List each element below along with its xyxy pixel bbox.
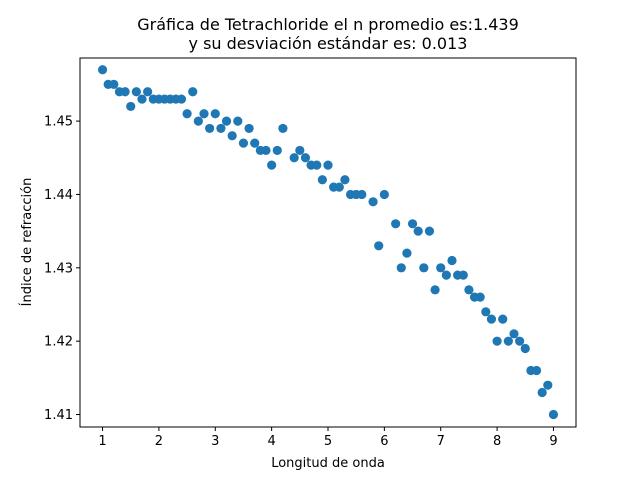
data-point-75: [531, 365, 542, 376]
plot-area: [97, 65, 559, 420]
x-tick-label: 2: [155, 434, 163, 449]
data-point-27: [244, 123, 254, 134]
data-point-47: [368, 197, 378, 207]
data-point-8: [137, 94, 147, 104]
data-point-57: [430, 285, 440, 295]
x-tick-label: 6: [380, 434, 388, 449]
data-point-7: [131, 87, 141, 97]
data-point-59: [441, 270, 451, 280]
data-point-66: [481, 307, 491, 317]
data-point-22: [216, 123, 226, 134]
data-point-9: [143, 87, 153, 97]
y-tick-label: 1.44: [44, 188, 73, 203]
data-point-72: [515, 336, 525, 346]
data-point-51: [396, 263, 406, 273]
data-point-20: [205, 123, 215, 134]
data-point-35: [295, 145, 305, 156]
data-point-3: [109, 79, 119, 90]
x-tick-label: 5: [324, 434, 332, 449]
data-point-56: [424, 226, 435, 236]
data-point-23: [221, 116, 232, 126]
data-point-46: [357, 189, 367, 200]
data-point-36: [300, 153, 311, 163]
data-point-55: [419, 263, 429, 273]
data-point-65: [475, 292, 485, 302]
data-point-62: [458, 270, 468, 280]
data-point-21: [210, 109, 220, 119]
data-point-40: [323, 160, 333, 170]
y-tick-label: 1.43: [44, 261, 73, 276]
data-point-50: [391, 219, 401, 229]
data-point-32: [272, 145, 282, 156]
data-point-17: [188, 87, 198, 97]
data-point-58: [436, 263, 446, 273]
data-point-52: [402, 248, 412, 258]
y-tick-label: 1.41: [44, 408, 73, 423]
y-axis-label: Índice de refracción: [19, 178, 35, 307]
data-point-69: [498, 314, 508, 324]
data-point-48: [374, 241, 384, 251]
data-point-63: [464, 285, 474, 295]
chart-title-line-1: Gráfica de Tetrachloride el n promedio e…: [137, 15, 519, 34]
data-point-53: [407, 219, 418, 229]
data-point-18: [193, 116, 203, 126]
data-point-1: [97, 65, 108, 75]
data-point-68: [492, 336, 502, 346]
data-point-39: [317, 175, 327, 185]
x-tick-label: 8: [493, 434, 501, 449]
data-point-67: [486, 314, 497, 324]
x-tick-label: 3: [211, 434, 219, 449]
data-point-38: [312, 160, 322, 170]
data-point-16: [182, 109, 192, 119]
y-tick-label: 1.42: [44, 335, 73, 350]
data-point-76: [537, 387, 547, 398]
data-point-54: [413, 226, 423, 236]
data-point-77: [543, 380, 553, 390]
data-point-73: [520, 343, 530, 354]
data-point-34: [289, 153, 299, 163]
x-tick-label: 1: [98, 434, 106, 449]
data-point-42: [334, 182, 344, 192]
y-axis: 1.41 1.42 1.43 1.44 1.45: [44, 115, 80, 423]
data-point-33: [278, 123, 288, 134]
data-point-19: [199, 109, 209, 119]
data-point-6: [126, 101, 136, 112]
data-point-28: [250, 138, 260, 148]
data-point-49: [379, 189, 389, 200]
data-point-31: [267, 160, 277, 170]
data-point-78: [548, 409, 559, 420]
x-axis-label: Longitud de onda: [271, 456, 385, 471]
data-point-25: [233, 116, 243, 126]
x-tick-label: 7: [437, 434, 445, 449]
x-tick-label: 4: [267, 434, 275, 449]
data-point-15: [176, 94, 187, 104]
x-tick-label: 9: [549, 434, 557, 449]
y-tick-label: 1.45: [44, 115, 73, 130]
data-point-24: [227, 131, 237, 141]
data-point-70: [503, 336, 513, 346]
data-point-43: [340, 175, 350, 185]
x-axis: 1 2 3 4 5 6 7 8 9: [98, 427, 558, 449]
data-point-5: [120, 87, 130, 97]
data-point-26: [238, 138, 249, 148]
data-point-71: [509, 329, 519, 339]
data-point-30: [261, 145, 271, 156]
data-point-60: [447, 255, 457, 266]
chart-title-line-2: y su desviación estándar es: 0.013: [189, 34, 468, 53]
